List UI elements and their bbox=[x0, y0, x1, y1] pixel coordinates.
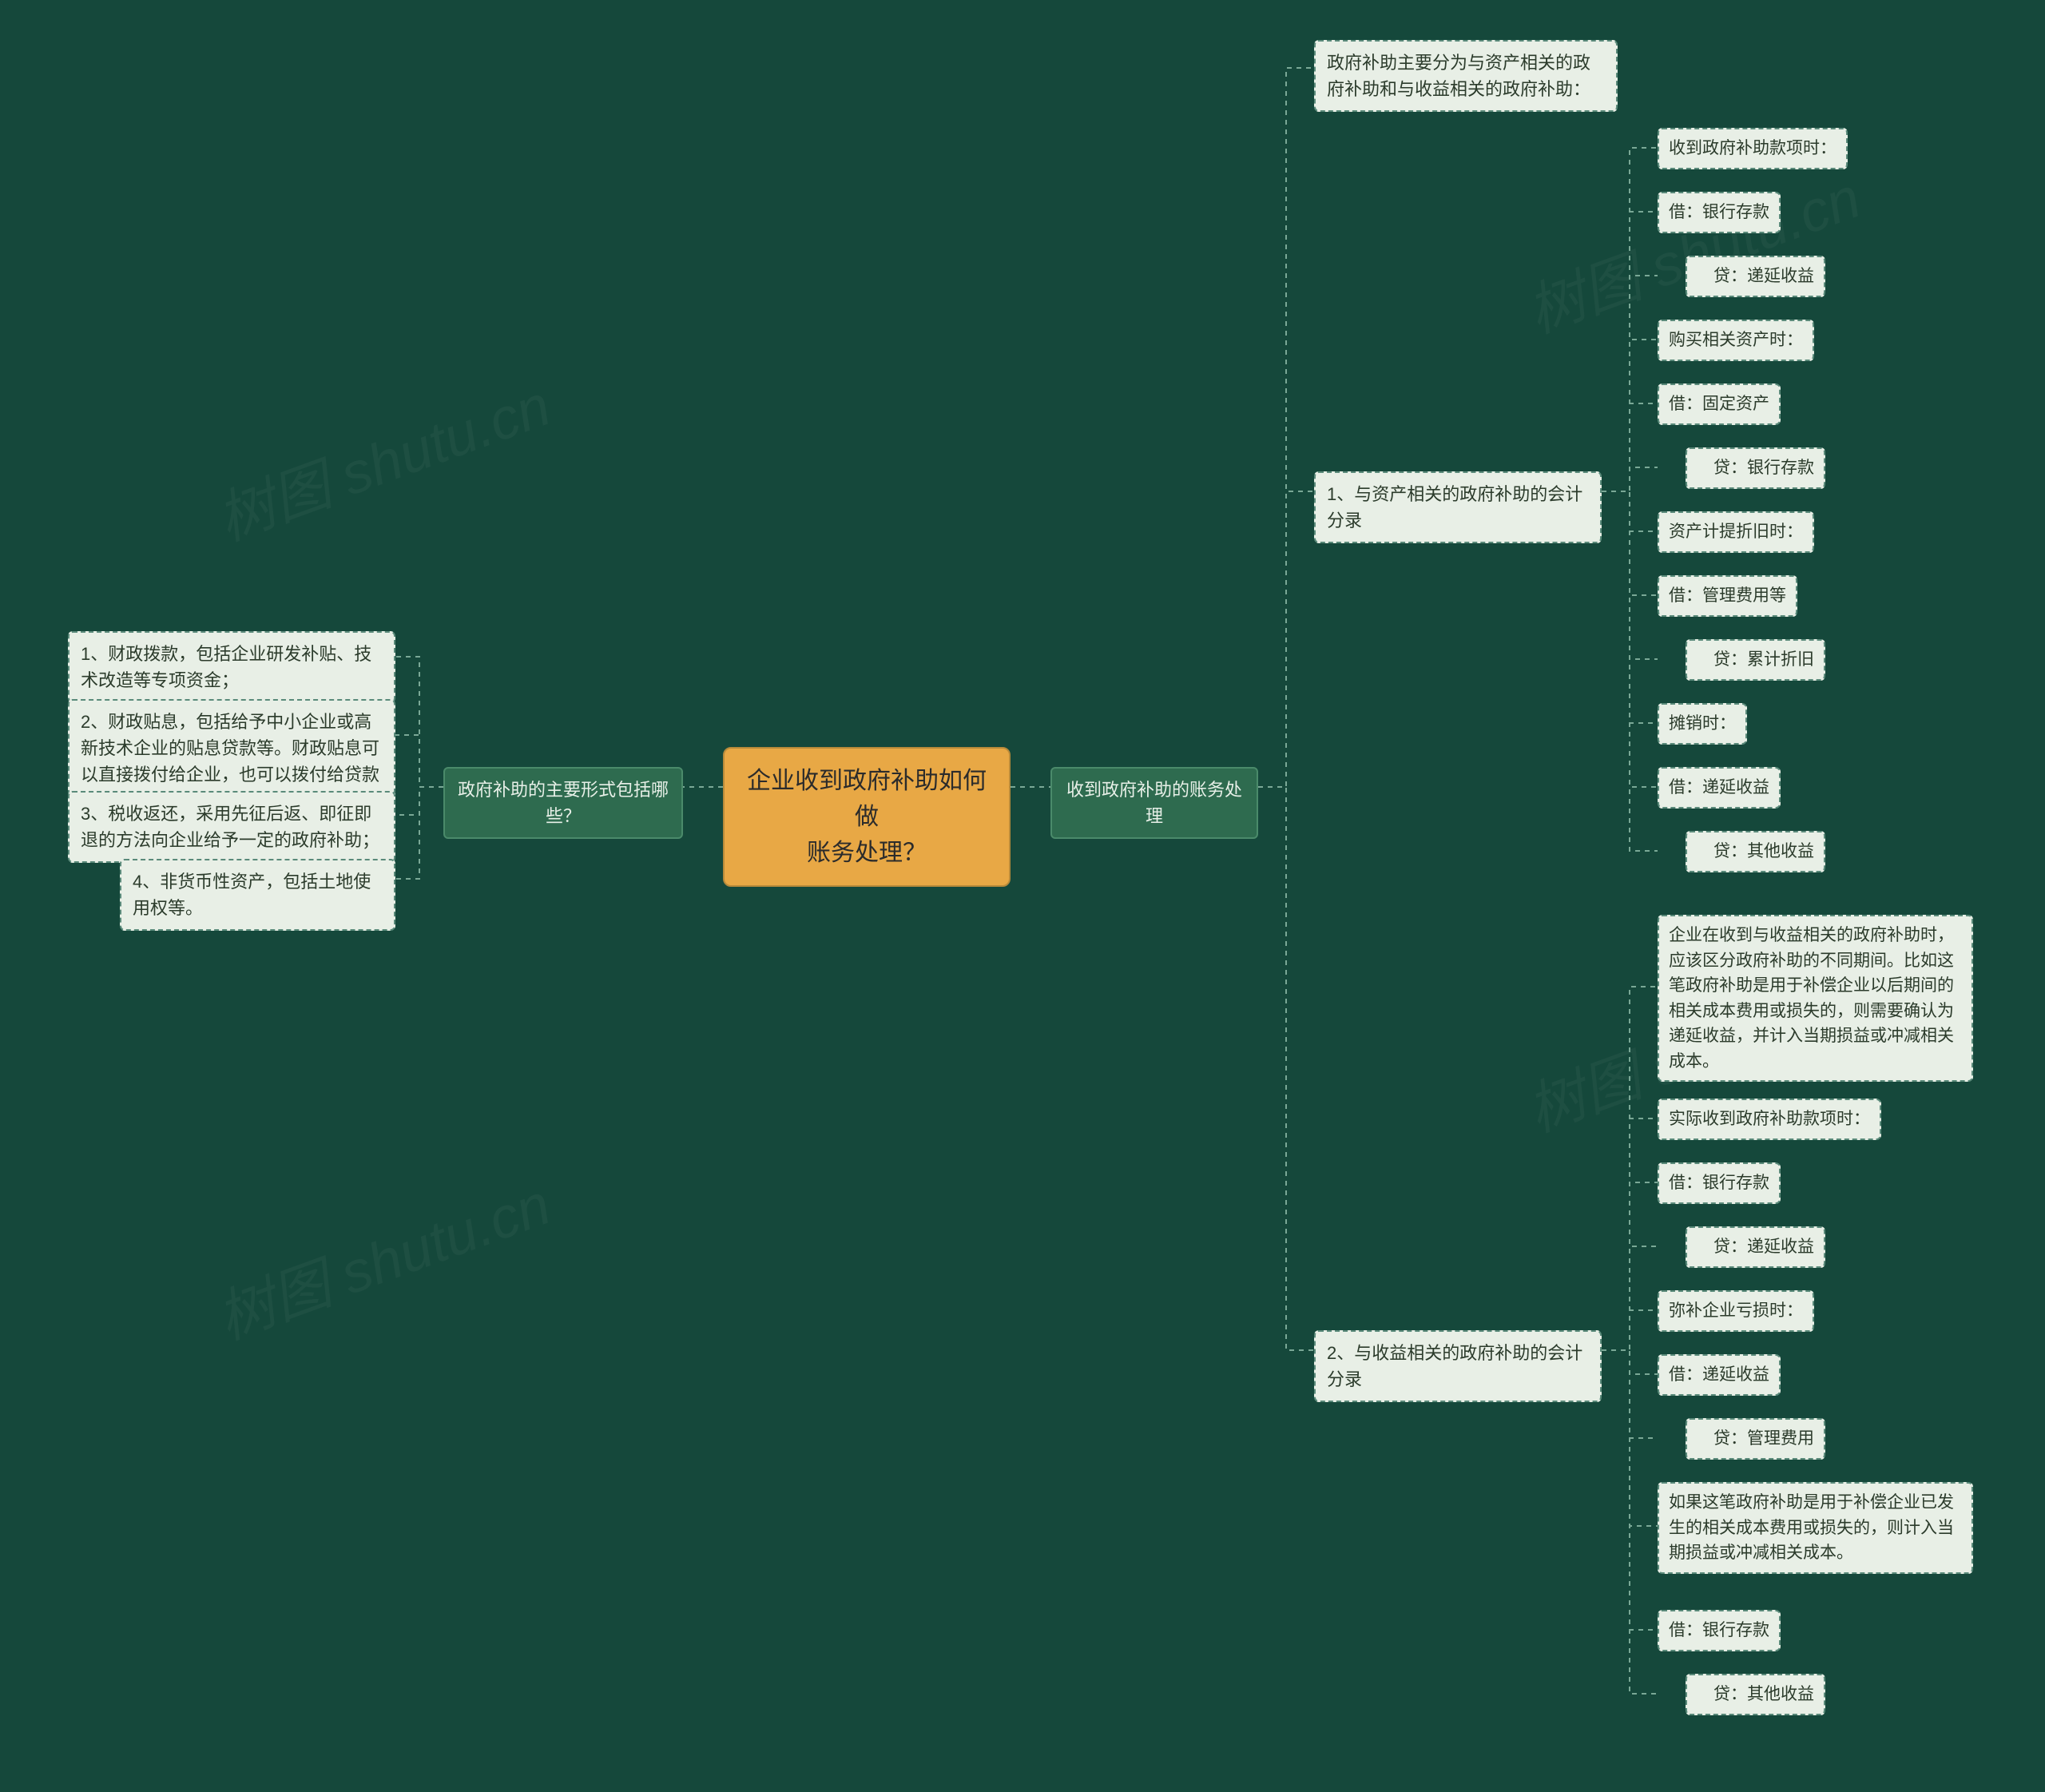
section2-title: 2、与收益相关的政府补助的会计分录 bbox=[1314, 1330, 1602, 1402]
s2-item-9: 借：银行存款 bbox=[1658, 1610, 1781, 1651]
s2-item-5: 弥补企业亏损时： bbox=[1658, 1290, 1814, 1332]
central-node: 企业收到政府补助如何做 账务处理？ bbox=[723, 747, 1011, 887]
watermark: 树图 shutu.cn bbox=[204, 1158, 560, 1356]
right-branch-title: 收到政府补助的账务处理 bbox=[1050, 767, 1258, 839]
s2-item-1: 企业在收到与收益相关的政府补助时，应该区分政府补助的不同期间。比如这笔政府补助是… bbox=[1658, 915, 1973, 1082]
section1-title: 1、与资产相关的政府补助的会计分录 bbox=[1314, 471, 1602, 543]
left-item-1: 1、财政拨款，包括企业研发补贴、技术改造等专项资金； bbox=[68, 631, 395, 703]
left-item-3: 3、税收返还，采用先征后返、即征即退的方法向企业给予一定的政府补助； bbox=[68, 791, 395, 863]
left-branch-title: 政府补助的主要形式包括哪些？ bbox=[443, 767, 683, 839]
s2-item-10: 贷：其他收益 bbox=[1686, 1674, 1825, 1715]
s1-item-8: 借：管理费用等 bbox=[1658, 575, 1797, 617]
s2-item-6: 借：递延收益 bbox=[1658, 1354, 1781, 1396]
s1-item-2: 借：银行存款 bbox=[1658, 192, 1781, 233]
s1-item-11: 借：递延收益 bbox=[1658, 767, 1781, 809]
s1-item-4: 购买相关资产时： bbox=[1658, 320, 1814, 361]
s2-item-8: 如果这笔政府补助是用于补偿企业已发生的相关成本费用或损失的，则计入当期损益或冲减… bbox=[1658, 1482, 1973, 1574]
s2-item-4: 贷：递延收益 bbox=[1686, 1226, 1825, 1268]
watermark: 树图 shutu.cn bbox=[204, 359, 560, 557]
s1-item-9: 贷：累计折旧 bbox=[1686, 639, 1825, 681]
s2-item-2: 实际收到政府补助款项时： bbox=[1658, 1099, 1881, 1140]
s1-item-5: 借：固定资产 bbox=[1658, 383, 1781, 425]
central-line1: 企业收到政府补助如何做 bbox=[747, 768, 987, 830]
s1-item-12: 贷：其他收益 bbox=[1686, 831, 1825, 872]
s2-item-3: 借：银行存款 bbox=[1658, 1162, 1781, 1204]
s1-item-6: 贷：银行存款 bbox=[1686, 447, 1825, 489]
right-intro: 政府补助主要分为与资产相关的政府补助和与收益相关的政府补助： bbox=[1314, 40, 1618, 112]
s1-item-1: 收到政府补助款项时： bbox=[1658, 128, 1848, 169]
central-line2: 账务处理？ bbox=[807, 840, 927, 866]
s2-item-7: 贷：管理费用 bbox=[1686, 1418, 1825, 1460]
left-item-4: 4、非货币性资产，包括土地使用权等。 bbox=[120, 859, 395, 931]
s1-item-3: 贷：递延收益 bbox=[1686, 256, 1825, 297]
s1-item-7: 资产计提折旧时： bbox=[1658, 511, 1814, 553]
s1-item-10: 摊销时： bbox=[1658, 703, 1747, 745]
